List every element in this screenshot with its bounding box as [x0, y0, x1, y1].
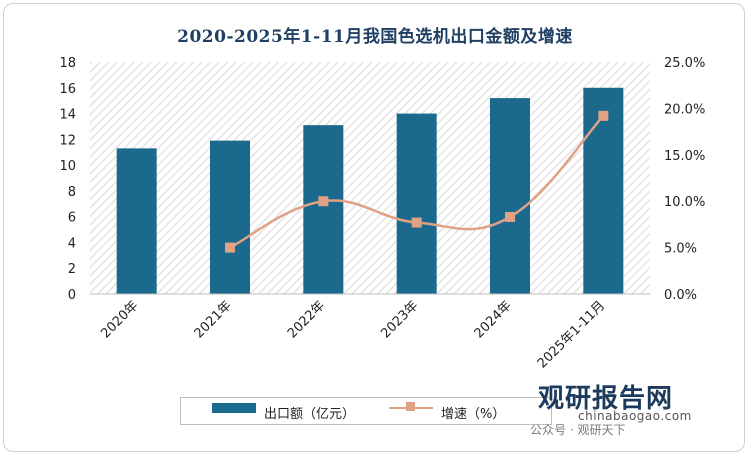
- wechat-label: 公众号 · 观研天下: [530, 423, 626, 437]
- bar: [490, 98, 530, 294]
- growth-marker: [505, 211, 515, 222]
- x-tick-label: 2025年1-11月: [535, 298, 608, 371]
- x-tick-label: 2021年: [192, 298, 235, 341]
- y-right-tick-label: 0.0%: [664, 288, 697, 303]
- legend: 出口额（亿元） 增速（%）: [180, 397, 552, 425]
- y-right-tick-label: 25.0%: [664, 56, 705, 71]
- bar: [583, 87, 624, 295]
- chart-title: 2020-2025年1-11月我国色选机出口金额及增速: [177, 27, 573, 47]
- growth-marker: [411, 217, 422, 228]
- y-right-tick-label: 10.0%: [664, 195, 705, 210]
- bar: [116, 148, 157, 294]
- y-left-tick-label: 4: [68, 236, 76, 251]
- watermark-logo-url: chinabaogao.com: [578, 409, 692, 423]
- x-tick-label: 2024年: [472, 298, 515, 341]
- x-tick-label: 2022年: [285, 298, 328, 341]
- bar: [210, 140, 250, 294]
- legend-bar-swatch: [212, 403, 256, 413]
- y-left-tick-label: 6: [68, 211, 76, 226]
- y-right-tick-label: 5.0%: [664, 242, 697, 257]
- watermark-logo: 观研报告网: [538, 384, 674, 414]
- x-tick-label: 2023年: [378, 298, 421, 341]
- growth-marker: [598, 110, 609, 121]
- y-left-tick-label: 0: [68, 288, 76, 303]
- y-right-tick-label: 15.0%: [664, 149, 705, 164]
- y-left-tick-label: 18: [59, 56, 76, 71]
- y-right-tick-label: 20.0%: [664, 102, 705, 117]
- bar: [303, 125, 344, 295]
- bar: [396, 113, 437, 294]
- plot-background: [90, 62, 650, 294]
- growth-marker: [225, 242, 235, 253]
- legend-bar-label: 出口额（亿元）: [264, 407, 356, 422]
- y-left-tick-label: 8: [68, 185, 76, 200]
- legend-line-label: 增速（%）: [441, 407, 506, 422]
- y-left-tick-label: 10: [59, 159, 76, 174]
- y-left-tick-label: 16: [59, 82, 76, 97]
- y-left-tick-label: 2: [68, 262, 76, 277]
- x-tick-label: 2020年: [98, 298, 141, 341]
- y-left-tick-label: 14: [59, 108, 76, 123]
- y-left-tick-label: 12: [59, 133, 76, 148]
- legend-line-marker: [406, 402, 415, 411]
- growth-marker: [318, 196, 329, 207]
